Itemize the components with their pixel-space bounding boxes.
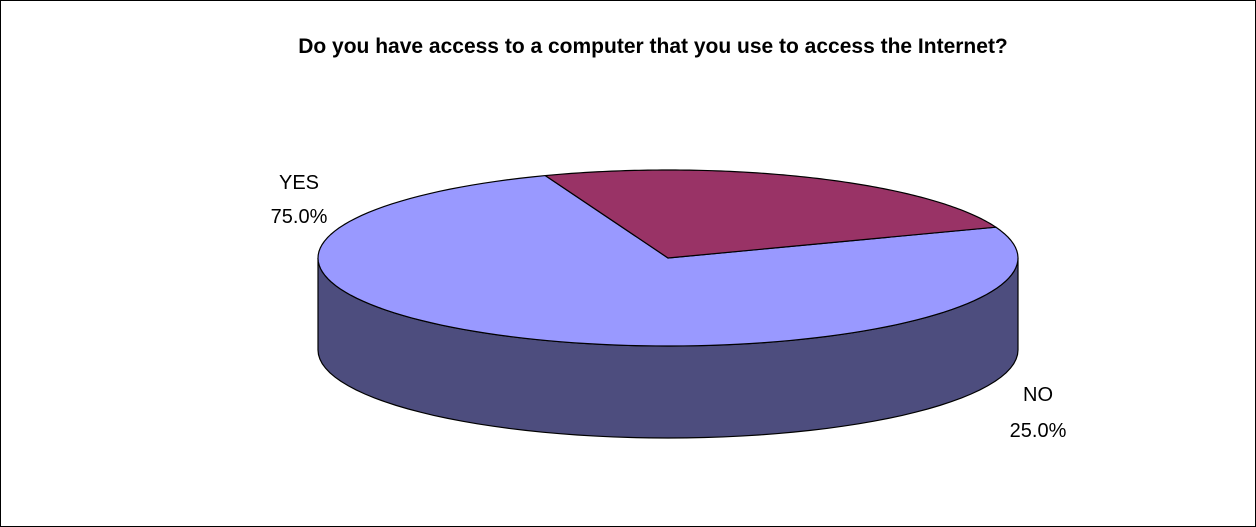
- chart-title: Do you have access to a computer that yo…: [298, 35, 1008, 58]
- data-label-yes-value: 75.0%: [271, 206, 328, 228]
- pie-slice-yes: [317, 174, 1019, 347]
- pie-slice-no: [544, 169, 997, 259]
- data-label-no-value: 25.0%: [1010, 420, 1067, 442]
- data-label-no-name: NO: [1023, 384, 1053, 406]
- data-label-yes-name: YES: [279, 172, 319, 194]
